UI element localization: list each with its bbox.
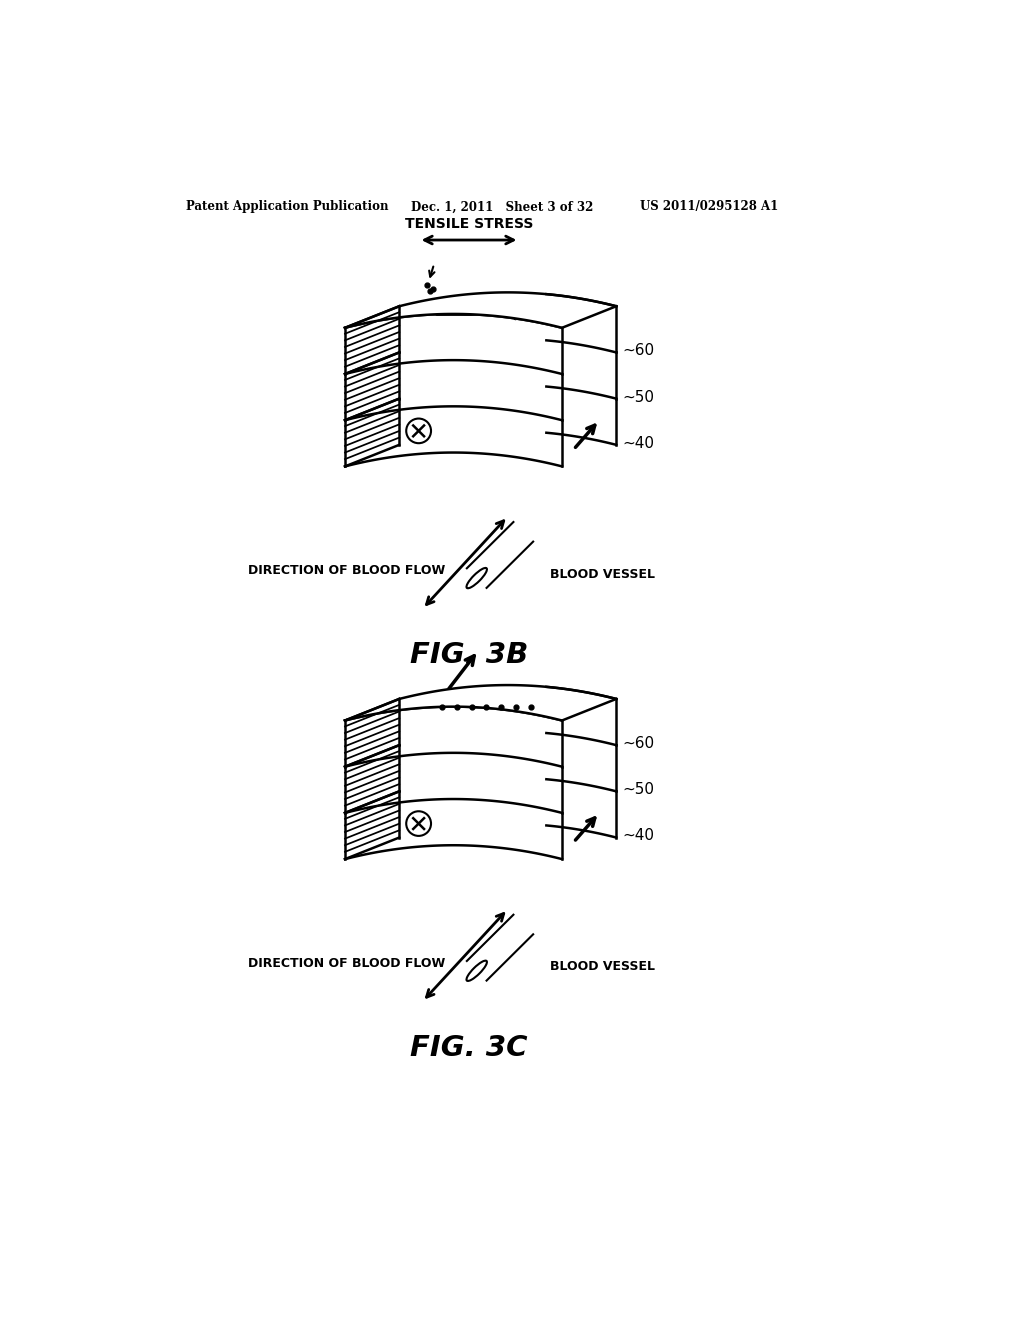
Text: Dec. 1, 2011   Sheet 3 of 32: Dec. 1, 2011 Sheet 3 of 32 [411,201,593,214]
Polygon shape [345,706,562,767]
Text: Patent Application Publication: Patent Application Publication [186,201,389,214]
Ellipse shape [467,961,487,981]
Text: ~60: ~60 [623,343,654,359]
Text: FIG. 3C: FIG. 3C [411,1034,527,1061]
Text: ~50: ~50 [623,389,654,405]
Text: TENSILE STRESS: TENSILE STRESS [404,216,534,231]
Polygon shape [345,752,562,813]
Polygon shape [345,799,562,859]
Polygon shape [345,314,562,374]
Text: DIRECTION OF BLOOD FLOW: DIRECTION OF BLOOD FLOW [248,564,445,577]
Circle shape [407,812,431,836]
Circle shape [407,418,431,444]
Text: BLOOD VESSEL: BLOOD VESSEL [550,568,655,581]
Text: FIG. 3B: FIG. 3B [410,642,528,669]
Polygon shape [345,685,616,721]
Polygon shape [345,352,399,420]
Text: ~40: ~40 [623,436,654,451]
Text: ~40: ~40 [623,829,654,843]
Polygon shape [345,700,399,767]
Text: US 2011/0295128 A1: US 2011/0295128 A1 [640,201,778,214]
Polygon shape [345,360,562,420]
Ellipse shape [467,568,487,589]
Text: BLOOD VESSEL: BLOOD VESSEL [550,961,655,973]
Polygon shape [345,306,399,374]
Text: ~50: ~50 [623,783,654,797]
Polygon shape [345,744,399,813]
Polygon shape [345,407,562,466]
Polygon shape [345,399,399,466]
Polygon shape [345,792,399,859]
Text: ~60: ~60 [623,737,654,751]
Polygon shape [345,293,616,327]
Text: DIRECTION OF BLOOD FLOW: DIRECTION OF BLOOD FLOW [248,957,445,970]
